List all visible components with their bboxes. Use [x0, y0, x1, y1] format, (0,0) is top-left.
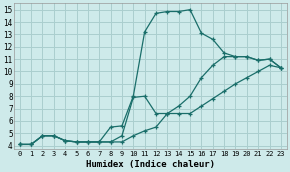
X-axis label: Humidex (Indice chaleur): Humidex (Indice chaleur): [86, 159, 215, 169]
